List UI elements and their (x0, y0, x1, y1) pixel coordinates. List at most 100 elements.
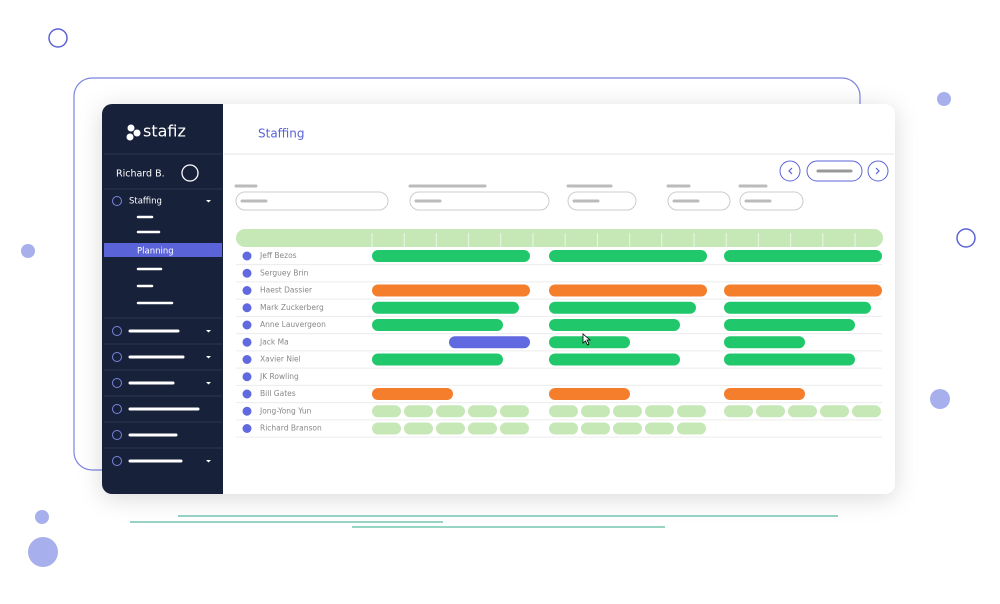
assignment-bar[interactable] (581, 422, 610, 435)
pager (779, 160, 889, 182)
date-button[interactable] (806, 160, 863, 182)
assignment-bar[interactable] (549, 250, 707, 262)
assignment-bar[interactable] (404, 405, 433, 418)
person-name[interactable]: Jack Ma (259, 337, 289, 346)
person-name[interactable]: Jong-Yong Yun (259, 406, 312, 415)
nav-icon[interactable] (112, 456, 122, 466)
person-dot (242, 286, 252, 295)
assignment-bar[interactable] (677, 422, 706, 435)
person-name[interactable]: Anne Lauvergeon (260, 320, 326, 329)
assignment-bar[interactable] (436, 422, 465, 435)
assignment-bar[interactable] (549, 353, 680, 366)
assignment-bar[interactable] (820, 405, 849, 418)
cursor (582, 333, 592, 346)
person-dot (242, 424, 252, 433)
prev-button[interactable] (779, 160, 801, 182)
filter-input[interactable] (567, 191, 637, 211)
caret (206, 356, 211, 359)
assignment-bar[interactable] (468, 422, 497, 435)
assignment-bar[interactable] (724, 405, 753, 418)
timeline-header (236, 229, 883, 247)
assignment-bar[interactable] (449, 336, 530, 349)
assignment-bar[interactable] (724, 250, 882, 262)
assignment-bar[interactable] (436, 405, 465, 418)
nav-active-bg (104, 243, 222, 257)
assignment-bar[interactable] (549, 336, 630, 349)
nav-icon[interactable] (112, 326, 122, 336)
assignment-bar[interactable] (372, 388, 453, 400)
nav-icon[interactable] (112, 404, 122, 414)
assignment-bar[interactable] (724, 388, 805, 400)
caret (206, 200, 211, 203)
menu (104, 317, 222, 466)
person-name[interactable]: Bill Gates (260, 389, 296, 398)
person-dot (242, 372, 252, 382)
person-name[interactable]: Serguey Brin (260, 268, 309, 277)
timeline-ticks (371, 233, 856, 247)
person-dot (242, 406, 252, 416)
next-button[interactable] (867, 160, 889, 182)
assignment-bar[interactable] (724, 301, 871, 314)
assignment-bar[interactable] (372, 353, 503, 366)
caret (206, 382, 211, 385)
decoration-lines (130, 515, 838, 528)
assignment-bar[interactable] (549, 319, 680, 331)
assignment-bar[interactable] (372, 319, 503, 331)
assignment-bar[interactable] (549, 301, 696, 314)
nav-active[interactable]: Planning (137, 247, 174, 257)
assignment-bar[interactable] (372, 422, 401, 435)
nav-icon[interactable] (112, 352, 122, 362)
person-dot (242, 268, 252, 278)
assignment-bar[interactable] (724, 319, 855, 331)
nav-icon[interactable] (112, 378, 122, 388)
nav-placeholder (136, 215, 174, 305)
person-dot (242, 355, 252, 364)
rows: Jeff Bezos Serguey Brin Haest Dassier Mark … (236, 250, 882, 438)
assignment-bar[interactable] (500, 422, 529, 435)
assignment-bar[interactable] (724, 336, 805, 349)
assignment-bar[interactable] (756, 405, 785, 418)
filters (234, 184, 804, 211)
assignment-bar[interactable] (372, 284, 530, 297)
assignment-bar[interactable] (724, 284, 882, 297)
assignment-bar[interactable] (788, 405, 817, 418)
assignment-bar[interactable] (372, 405, 401, 418)
assignment-bar[interactable] (613, 422, 642, 435)
assignment-bar[interactable] (724, 353, 855, 366)
person-name[interactable]: Xavier Niel (260, 355, 301, 364)
assignment-bar[interactable] (468, 405, 497, 418)
user-name[interactable]: Richard B. (116, 169, 165, 180)
person-name[interactable]: Haest Dassier (260, 286, 313, 295)
assignment-bar[interactable] (645, 405, 674, 418)
person-name[interactable]: Richard Branson (260, 424, 322, 433)
filter-input[interactable] (409, 191, 550, 211)
assignment-bar[interactable] (613, 405, 642, 418)
assignment-bar[interactable] (677, 405, 706, 418)
assignment-bar[interactable] (549, 388, 630, 400)
person-name[interactable]: JK Rowling (259, 372, 299, 381)
logo-icon (126, 124, 141, 141)
decoration-dots (21, 92, 951, 567)
person-name[interactable]: Mark Zuckerberg (260, 303, 324, 312)
caret (206, 330, 211, 333)
assignment-bar[interactable] (404, 422, 433, 435)
person-dot (242, 320, 252, 330)
caret (206, 460, 211, 463)
avatar[interactable] (181, 164, 199, 182)
person-name[interactable]: Jeff Bezos (259, 251, 297, 260)
assignment-bar[interactable] (549, 422, 578, 435)
nav-icon[interactable] (112, 430, 122, 440)
filter-input[interactable] (235, 191, 389, 211)
assignment-bar[interactable] (549, 405, 578, 418)
person-dot (242, 251, 252, 261)
assignment-bar[interactable] (372, 301, 519, 314)
person-dot (242, 389, 252, 399)
assignment-bar[interactable] (645, 422, 674, 435)
assignment-bar[interactable] (500, 405, 529, 418)
logo: stafiz (143, 122, 186, 141)
assignment-bar[interactable] (372, 250, 530, 262)
assignment-bar[interactable] (581, 405, 610, 418)
assignment-bar[interactable] (852, 405, 881, 418)
assignment-bar[interactable] (549, 284, 707, 297)
nav-section[interactable]: Staffing (129, 197, 162, 207)
